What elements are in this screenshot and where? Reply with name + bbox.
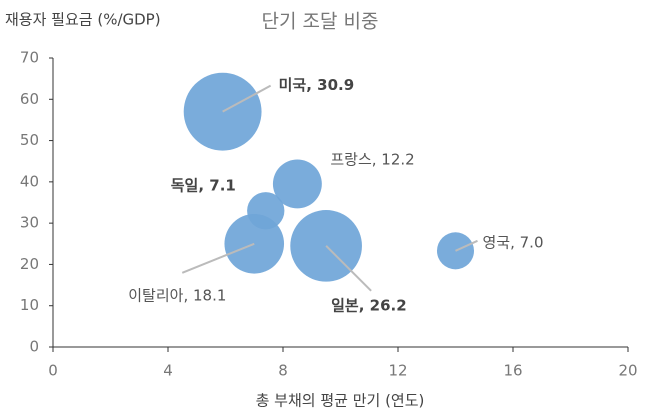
bubble bbox=[272, 159, 322, 209]
y-tick-label: 10 bbox=[20, 296, 39, 314]
data-label: 영국, 7.0 bbox=[483, 233, 544, 251]
x-axis-title: 총 부채의 평균 만기 (연도) bbox=[256, 392, 425, 410]
x-tick-label: 12 bbox=[388, 362, 407, 380]
leader-line bbox=[222, 84, 272, 113]
y-tick-label: 0 bbox=[29, 338, 39, 356]
y-tick-label: 60 bbox=[20, 90, 39, 108]
x-tick-label: 20 bbox=[618, 362, 637, 380]
data-label: 프랑스, 12.2 bbox=[330, 150, 414, 168]
leader-line bbox=[181, 242, 255, 274]
leader-line bbox=[325, 245, 372, 292]
y-tick-label: 70 bbox=[20, 49, 39, 67]
data-label: 미국, 30.9 bbox=[279, 76, 355, 94]
chart-title: 단기 조달 비중 bbox=[262, 11, 379, 33]
data-label: 이탈리아, 18.1 bbox=[128, 286, 226, 304]
leader-line bbox=[455, 239, 478, 252]
y-tick-label: 30 bbox=[20, 214, 39, 232]
y-axis-title: 재용자 필요금 (%/GDP) bbox=[5, 11, 161, 29]
y-tick-label: 50 bbox=[20, 131, 39, 149]
x-tick-label: 8 bbox=[278, 362, 288, 380]
y-tick-label: 40 bbox=[20, 172, 39, 190]
x-tick-label: 0 bbox=[48, 362, 58, 380]
data-label: 일본, 26.2 bbox=[331, 296, 407, 314]
x-tick-label: 4 bbox=[163, 362, 173, 380]
data-label: 독일, 7.1 bbox=[171, 176, 236, 194]
y-tick-label: 20 bbox=[20, 255, 39, 273]
x-tick-label: 16 bbox=[503, 362, 522, 380]
